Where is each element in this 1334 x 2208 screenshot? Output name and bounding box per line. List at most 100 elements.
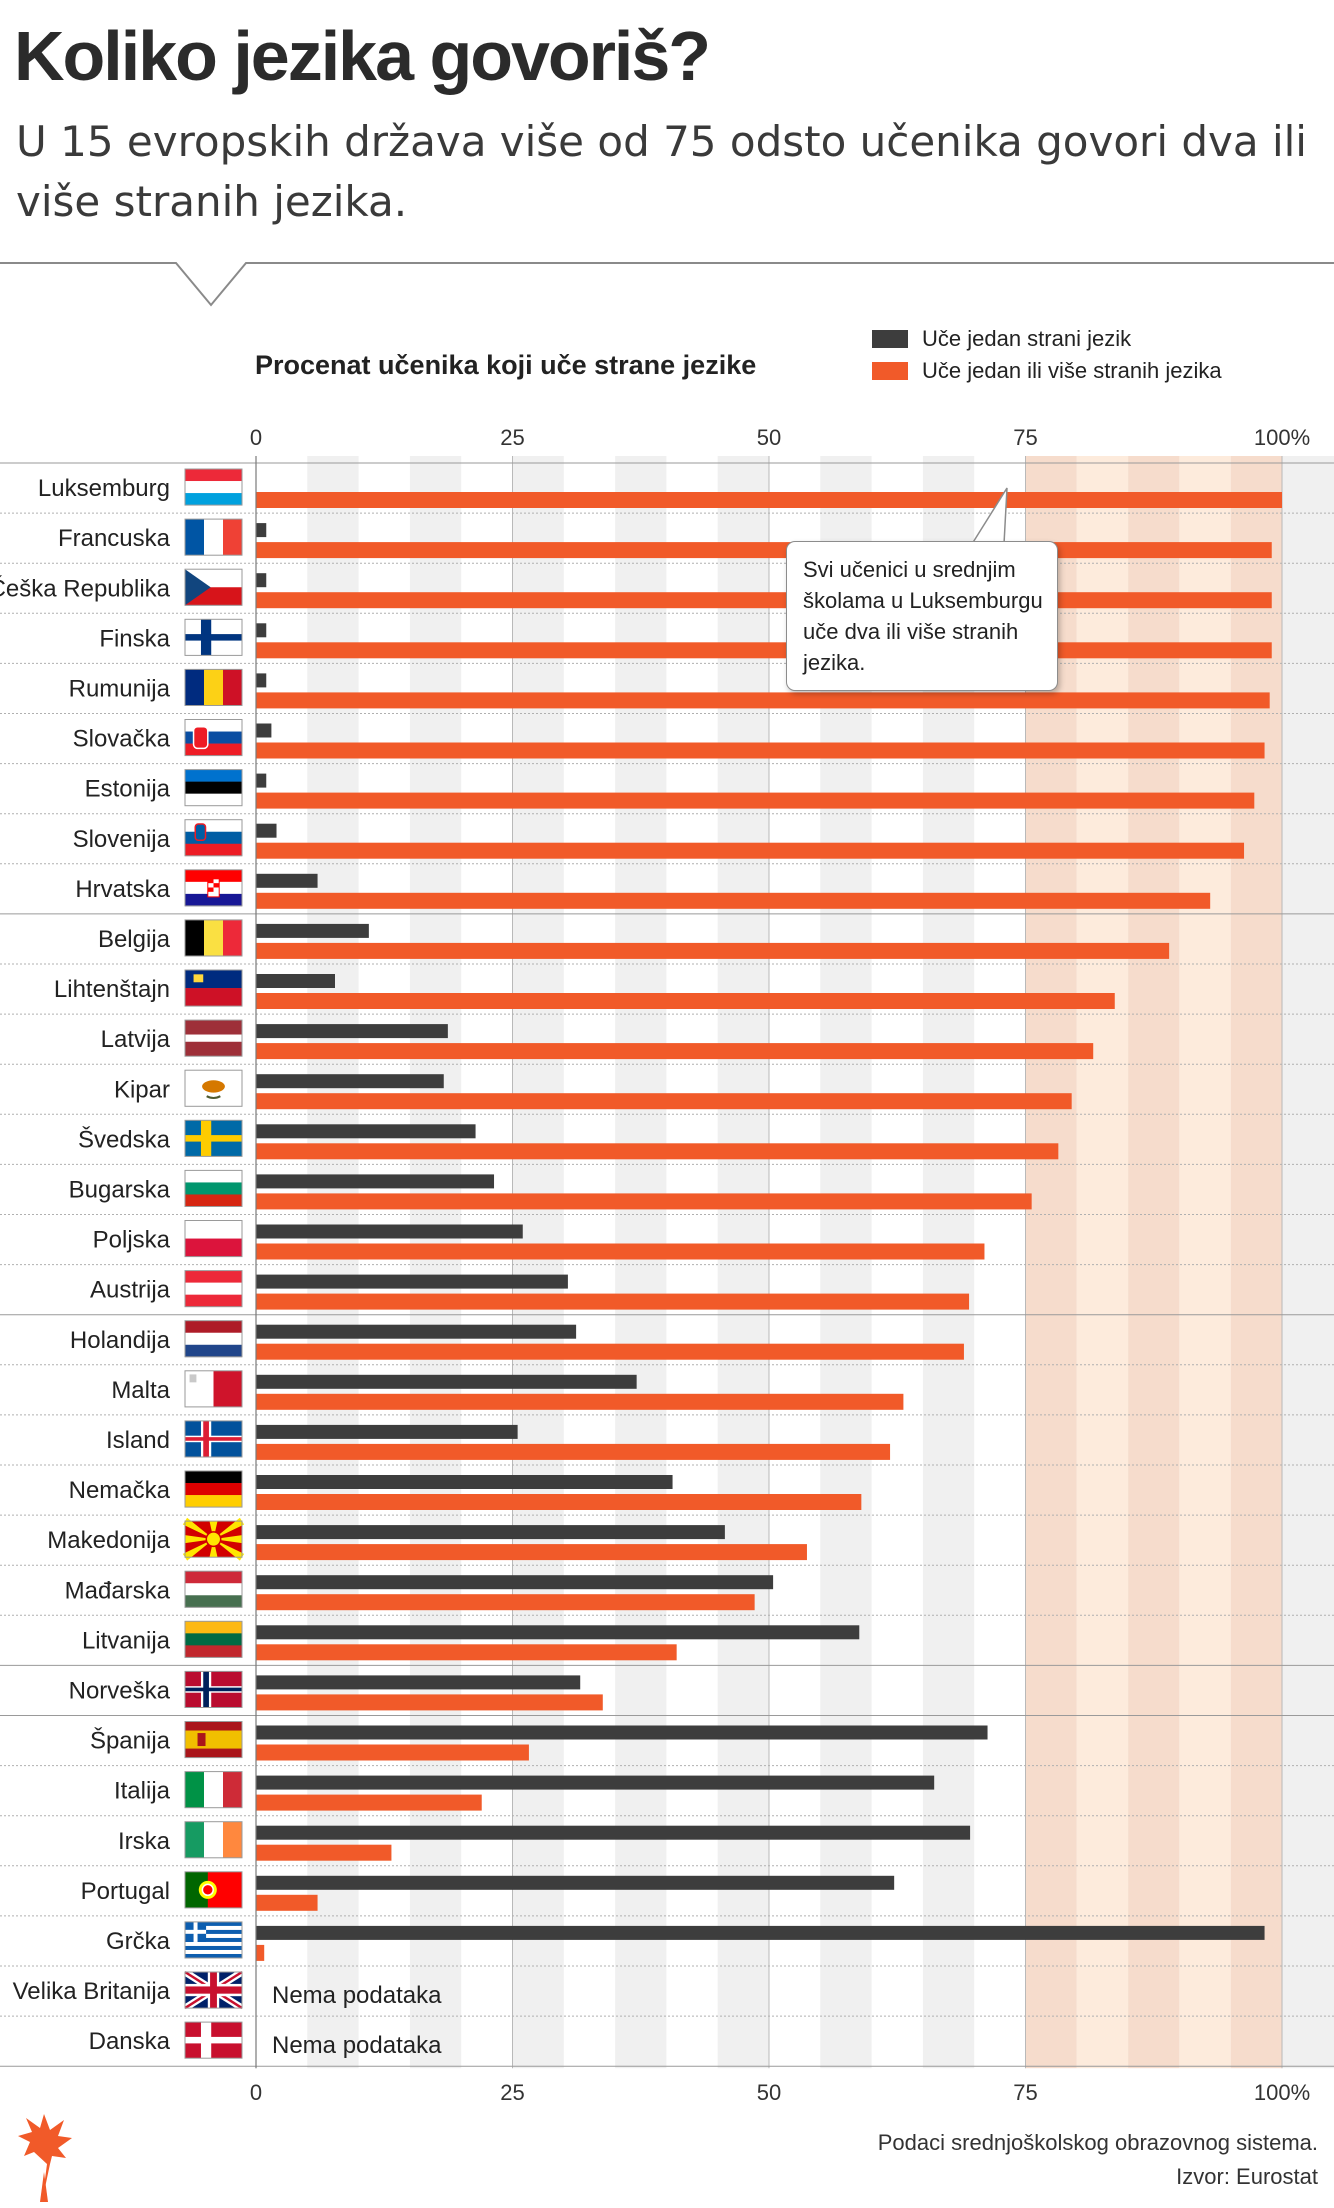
flag-stripe (185, 1182, 242, 1195)
lt-flag-icon (184, 1620, 243, 1658)
flag-stripe (204, 669, 224, 706)
flag-emblem (194, 823, 207, 842)
callout-pointer (970, 487, 1008, 546)
flag-sun (205, 1531, 222, 1548)
footnote: Podaci srednjoškolskog obrazovnog sistem… (878, 2126, 1318, 2194)
flag-emblem (192, 725, 209, 750)
flag-stripe (185, 1344, 242, 1358)
ee-flag-icon (184, 769, 243, 807)
bar-one-language (256, 1625, 860, 1640)
bar-two-or-more (256, 592, 1272, 609)
flag-emblem (207, 887, 214, 892)
bar-one-language (256, 623, 267, 638)
flag-emblem (201, 1883, 214, 1897)
flag-border (184, 1169, 243, 1208)
country-label: Finska (99, 625, 170, 652)
flag-border (184, 769, 243, 807)
flag-stripe (223, 919, 243, 956)
flag-stripe (204, 1821, 224, 1858)
bar-one-language (256, 1925, 1265, 1940)
nl-flag-icon (184, 1320, 243, 1358)
flag-border (184, 618, 243, 656)
at-flag-icon (184, 1270, 243, 1308)
bar-one-language (256, 1424, 518, 1439)
flag-stripe (185, 1238, 242, 1257)
country-label: Luksemburg (38, 475, 170, 502)
flag-cross (185, 1986, 242, 1994)
bar-two-or-more (256, 1894, 318, 1911)
flag-stripe (185, 669, 205, 706)
bar-one-language (256, 1575, 774, 1590)
bar-two-or-more (256, 1944, 265, 1961)
flag-stripe (185, 1633, 242, 1646)
bar-one-language (256, 1274, 568, 1289)
country-label: Makedonija (47, 1527, 170, 1554)
country-label: Hrvatska (75, 876, 170, 903)
flag-stripe (185, 1170, 242, 1183)
flag-stripe (204, 519, 224, 556)
it-flag-icon (184, 1771, 243, 1809)
legend-swatch-dark (872, 330, 908, 348)
bar-one-language (256, 974, 336, 988)
grid-band (1230, 456, 1282, 2069)
flag-stripe (185, 1583, 242, 1596)
flag-stripe (185, 988, 242, 1007)
flag-border (184, 819, 243, 857)
grid-band (512, 456, 564, 2069)
flag-stripe (185, 519, 205, 556)
flag-border (184, 668, 243, 706)
country-label: Island (106, 1427, 170, 1454)
tick-label-bottom: 100% (1254, 2080, 1310, 2100)
flag-stripe (185, 1495, 242, 1508)
bar-two-or-more (256, 842, 1245, 859)
bar-two-or-more (256, 1093, 1072, 1110)
flag-stripe (185, 819, 242, 833)
legend-label-one-language: Uče jedan strani jezik (922, 326, 1132, 351)
flag-stripe (185, 1027, 242, 1035)
bar-one-language (256, 673, 267, 688)
flag-ray (213, 1517, 245, 1540)
flag-stripe (185, 1020, 242, 1028)
flag-border (184, 1069, 243, 1107)
flag-ray (213, 1535, 242, 1544)
tick-label-top: 100% (1254, 425, 1310, 450)
bar-one-language (256, 923, 369, 938)
tick-label-bottom: 25 (500, 2080, 524, 2100)
flag-stripe (185, 1941, 242, 1947)
flag-border (184, 1721, 243, 1759)
tick-label-bottom: 75 (1013, 2080, 1037, 2100)
flag-stripe (185, 869, 242, 883)
flag-stripe (185, 1929, 242, 1935)
country-label: Austrija (90, 1277, 171, 1304)
chart-title: Procenat učenika koji uče strane jezike (255, 350, 757, 380)
flag-border (184, 518, 243, 556)
bar-two-or-more (256, 1644, 677, 1661)
bar-chart: 0 0 25 25 50 50 75 75 100% 100% Luksemburg Francusk… (0, 425, 1334, 2100)
flag-stripe (185, 1933, 242, 1939)
flag-stripe (185, 1921, 242, 1927)
country-label: Irska (118, 1828, 171, 1855)
no-flag-icon (184, 1670, 243, 1709)
flag-stripe (185, 1730, 242, 1749)
footnote-source: Izvor: Eurostat (1176, 2164, 1318, 2189)
grid-band (1179, 456, 1231, 2069)
bar-two-or-more (256, 1293, 970, 1310)
flag-border (184, 1771, 243, 1809)
flag-cross (185, 1687, 242, 1692)
country-label: Velika Britanija (13, 1978, 171, 2005)
flag-stripe (185, 1871, 208, 1908)
bar-one-language (256, 773, 267, 788)
flag-border (184, 1470, 243, 1508)
flag-ray (213, 1539, 245, 1561)
bar-two-or-more (256, 792, 1255, 809)
flag-stripe (185, 769, 242, 782)
flag-cross (185, 1929, 207, 1934)
tick-label-top: 0 (250, 425, 262, 450)
flag-stripe (185, 1471, 242, 1484)
flag-ray (182, 1517, 214, 1540)
country-label: Lihtenštajn (54, 976, 170, 1003)
flag-cross (185, 1135, 242, 1142)
ie-flag-icon (184, 1821, 243, 1859)
pt-flag-icon (184, 1871, 243, 1909)
flag-stripe (185, 1194, 242, 1207)
